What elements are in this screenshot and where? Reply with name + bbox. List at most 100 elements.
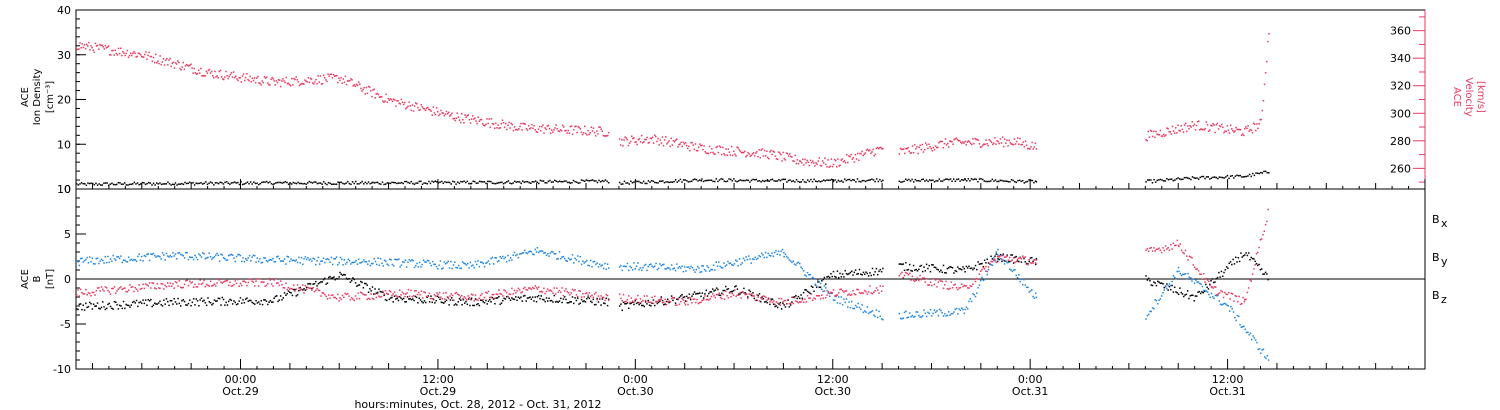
- by-point: [589, 259, 592, 262]
- bz-point: [570, 292, 572, 294]
- bx-point: [326, 282, 329, 284]
- by-point: [728, 262, 730, 265]
- bx-point: [1024, 261, 1027, 263]
- velocity-point: [92, 49, 94, 52]
- by-point: [202, 252, 204, 254]
- velocity-point: [123, 52, 125, 54]
- velocity-point: [136, 55, 138, 58]
- ion-density-point: [792, 180, 795, 182]
- velocity-point: [586, 134, 588, 136]
- by-point: [1254, 339, 1257, 341]
- velocity-point: [305, 80, 307, 82]
- ion-density-point: [510, 182, 513, 185]
- velocity-point: [1252, 122, 1255, 125]
- bx-point: [1157, 280, 1159, 283]
- ion-density-point: [757, 180, 759, 182]
- bx-point: [315, 280, 317, 283]
- by-point: [835, 295, 837, 298]
- bx-point: [384, 298, 387, 301]
- ion-density-point: [148, 181, 150, 184]
- bz-point: [107, 289, 109, 292]
- velocity-point: [466, 114, 468, 117]
- bz-point: [228, 284, 230, 287]
- by-point: [999, 257, 1002, 260]
- bz-point: [94, 294, 96, 296]
- by-point: [947, 311, 950, 313]
- bx-point: [757, 294, 759, 297]
- velocity-point: [105, 47, 108, 49]
- bz-point: [121, 288, 123, 291]
- velocity-point: [633, 137, 635, 139]
- ion-density-point: [988, 180, 990, 183]
- bz-point: [650, 301, 652, 303]
- ion-density-point: [741, 179, 743, 182]
- ion-density-point: [826, 179, 828, 181]
- by-point: [558, 251, 561, 253]
- bz-point: [369, 298, 371, 301]
- velocity-point: [844, 162, 847, 164]
- velocity-point: [188, 65, 190, 67]
- velocity-point: [1031, 141, 1033, 144]
- by-point: [725, 264, 728, 266]
- velocity-point: [167, 64, 169, 66]
- by-point: [788, 259, 791, 261]
- bz-point: [827, 290, 830, 293]
- by-point: [792, 260, 795, 263]
- ion-density-point: [257, 183, 260, 186]
- bz-point: [318, 289, 321, 292]
- velocity-point: [854, 153, 857, 156]
- by-point: [751, 258, 754, 260]
- ion-density-point: [1212, 176, 1214, 178]
- velocity-point: [382, 100, 384, 102]
- bx-point: [1249, 258, 1251, 261]
- by-point: [213, 256, 216, 258]
- velocity-point: [1228, 132, 1231, 134]
- velocity-point: [1015, 140, 1018, 143]
- velocity-point: [453, 117, 455, 120]
- bz-point: [698, 301, 701, 304]
- bz-point: [233, 283, 235, 286]
- bx-point: [200, 297, 203, 299]
- velocity-point: [1244, 128, 1246, 130]
- by-point: [574, 257, 576, 260]
- bx-point: [756, 299, 758, 302]
- bz-point: [933, 283, 936, 286]
- top-panel-frame: [75, 9, 1426, 190]
- bz-point: [1147, 250, 1150, 252]
- bz-point: [763, 295, 766, 298]
- velocity-point: [821, 160, 824, 162]
- bx-point: [1262, 273, 1264, 275]
- bx-point: [1224, 269, 1227, 271]
- bz-point: [1239, 303, 1242, 306]
- by-point: [195, 256, 198, 259]
- bz-point: [437, 293, 440, 296]
- ion-density-point: [297, 181, 299, 184]
- bx-point: [862, 271, 865, 274]
- bz-point: [200, 283, 203, 285]
- bz-point: [379, 296, 382, 298]
- by-point: [579, 255, 582, 258]
- velocity-point: [357, 81, 360, 83]
- bz-point: [85, 288, 87, 291]
- bz-point: [468, 296, 471, 299]
- bx-point: [228, 300, 230, 303]
- top-right-tick-label: 300: [1390, 107, 1411, 120]
- bz-point: [357, 292, 359, 294]
- bz-point: [595, 291, 597, 294]
- bx-point: [950, 266, 953, 269]
- bz-point: [874, 289, 876, 292]
- bx-point: [148, 300, 151, 302]
- ion-density-point: [461, 181, 464, 183]
- by-point: [837, 296, 840, 298]
- ion-density-point: [684, 179, 686, 181]
- ion-density-point: [525, 180, 527, 183]
- bz-point: [736, 294, 739, 296]
- by-point: [657, 267, 660, 270]
- bz-point: [450, 293, 453, 295]
- bx-point: [954, 269, 956, 272]
- bz-point: [1173, 244, 1176, 247]
- by-point: [686, 266, 688, 268]
- velocity-point: [196, 72, 199, 75]
- by-point: [928, 312, 930, 315]
- by-point: [490, 257, 492, 260]
